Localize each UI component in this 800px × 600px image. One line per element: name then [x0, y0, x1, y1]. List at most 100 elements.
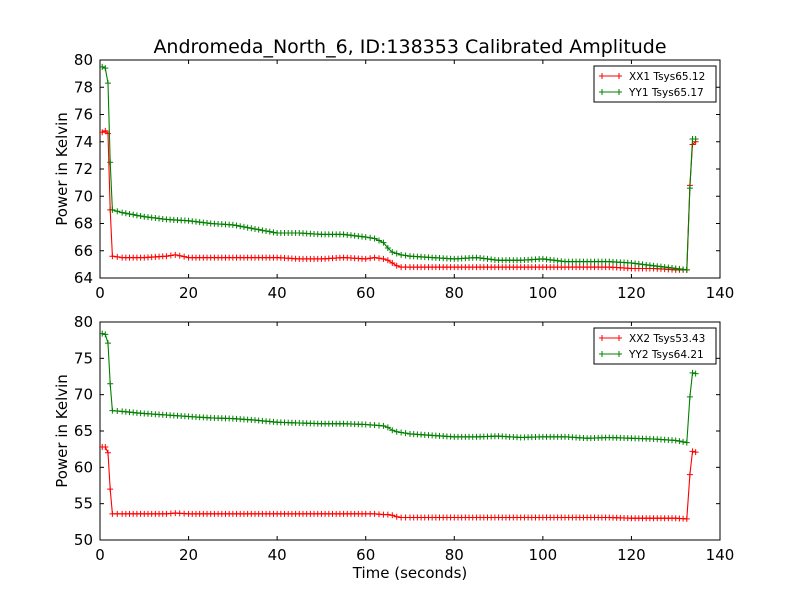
data-point — [672, 437, 679, 444]
data-point — [181, 253, 188, 260]
data-point — [398, 429, 405, 436]
x-tick-label: 100 — [529, 284, 558, 302]
legend-marker — [599, 73, 605, 79]
data-point — [233, 222, 240, 229]
data-point — [99, 129, 106, 136]
data-point — [389, 249, 396, 256]
data-point — [389, 512, 396, 519]
legend-marker — [599, 351, 605, 357]
data-point — [689, 369, 696, 376]
y-tick-label: 50 — [74, 531, 93, 549]
data-point — [104, 340, 111, 347]
y-tick-label: 70 — [74, 187, 93, 205]
x-tick-label: 100 — [529, 546, 558, 564]
data-point — [692, 370, 699, 377]
y-tick-label: 65 — [74, 422, 93, 440]
x-tick-label: 120 — [617, 546, 646, 564]
legend-marker — [599, 89, 605, 95]
data-point — [362, 255, 369, 262]
y-tick-label: 64 — [74, 269, 93, 287]
data-point — [107, 486, 114, 493]
figure-title: Andromeda_North_6, ID:138353 Calibrated … — [153, 36, 666, 58]
data-point — [266, 228, 273, 235]
data-point — [114, 253, 121, 260]
plot-bottom: 0 20 40 60 80 100 120 140 50 55 60 65 70 75 80 Power in… — [53, 313, 734, 582]
data-point — [686, 393, 693, 400]
x-tick-label: 120 — [617, 284, 646, 302]
legend-marker — [616, 73, 622, 79]
y-tick-label: 75 — [74, 349, 93, 367]
data-point — [384, 511, 391, 518]
data-point — [380, 239, 387, 246]
x-tick-label: 40 — [268, 546, 287, 564]
data-point — [163, 253, 170, 260]
legend-box — [593, 327, 717, 365]
data-point — [367, 234, 374, 241]
data-point — [102, 331, 109, 338]
data-point — [102, 65, 109, 72]
y-tick-label: 55 — [74, 495, 93, 513]
data-point — [686, 471, 693, 478]
data-point — [119, 209, 126, 216]
data-point — [362, 234, 369, 241]
data-point — [270, 229, 277, 236]
y-axis-label: Power in Kelvin — [53, 112, 71, 226]
y-tick-label: 80 — [74, 313, 93, 331]
data-point — [393, 428, 400, 435]
data-point — [376, 237, 382, 244]
data-point — [393, 250, 400, 257]
data-point — [104, 80, 111, 87]
data-point — [402, 430, 409, 437]
y-tick-label: 60 — [74, 458, 93, 476]
data-point — [229, 221, 236, 228]
data-point — [398, 251, 405, 258]
x-axis-label: Time (seconds) — [352, 564, 468, 582]
data-point — [104, 130, 111, 137]
data-point — [126, 210, 133, 217]
legend-marker — [599, 335, 605, 341]
data-point — [376, 255, 382, 262]
data-point — [133, 212, 140, 219]
data-point — [259, 227, 266, 234]
data-point — [176, 252, 183, 259]
data-point — [252, 225, 258, 232]
data-point — [384, 245, 391, 252]
legend-label: YY1 Tsys65.17 — [628, 87, 704, 99]
data-point — [99, 330, 106, 337]
data-point — [237, 223, 244, 230]
data-point — [683, 515, 690, 522]
data-point — [676, 438, 683, 445]
data-point — [683, 439, 690, 446]
y-tick-label: 80 — [74, 51, 93, 69]
data-point — [692, 136, 699, 143]
data-point — [367, 255, 374, 262]
data-point — [114, 208, 121, 215]
x-tick-label: 20 — [179, 284, 198, 302]
data-point — [255, 226, 262, 233]
x-tick-label: 20 — [179, 546, 198, 564]
data-point — [380, 255, 387, 262]
plot-top: 0 20 40 60 80 100 120 140 64 66 68 70 72 74 76 78 80 Powe… — [53, 51, 734, 302]
data-point — [683, 266, 690, 273]
x-tick-label: 0 — [95, 284, 105, 302]
data-point — [393, 262, 400, 269]
x-tick-label: 0 — [95, 546, 105, 564]
data-point — [102, 127, 109, 134]
legend-label: XX1 Tsys65.12 — [629, 71, 705, 83]
data-point — [380, 422, 387, 429]
legend-box — [593, 65, 717, 103]
y-tick-label: 66 — [74, 242, 93, 260]
y-tick-label: 68 — [74, 215, 93, 233]
data-point — [686, 185, 693, 192]
x-tick-label: 140 — [706, 284, 735, 302]
x-tick-label: 60 — [356, 546, 375, 564]
x-tick-label: 140 — [706, 546, 735, 564]
data-point — [172, 251, 179, 258]
legend-label: YY2 Tsys64.21 — [628, 349, 704, 361]
data-point — [107, 380, 114, 387]
x-tick-label: 80 — [445, 546, 464, 564]
data-point — [167, 252, 174, 259]
x-tick-label: 40 — [268, 284, 287, 302]
legend-marker — [616, 335, 622, 341]
